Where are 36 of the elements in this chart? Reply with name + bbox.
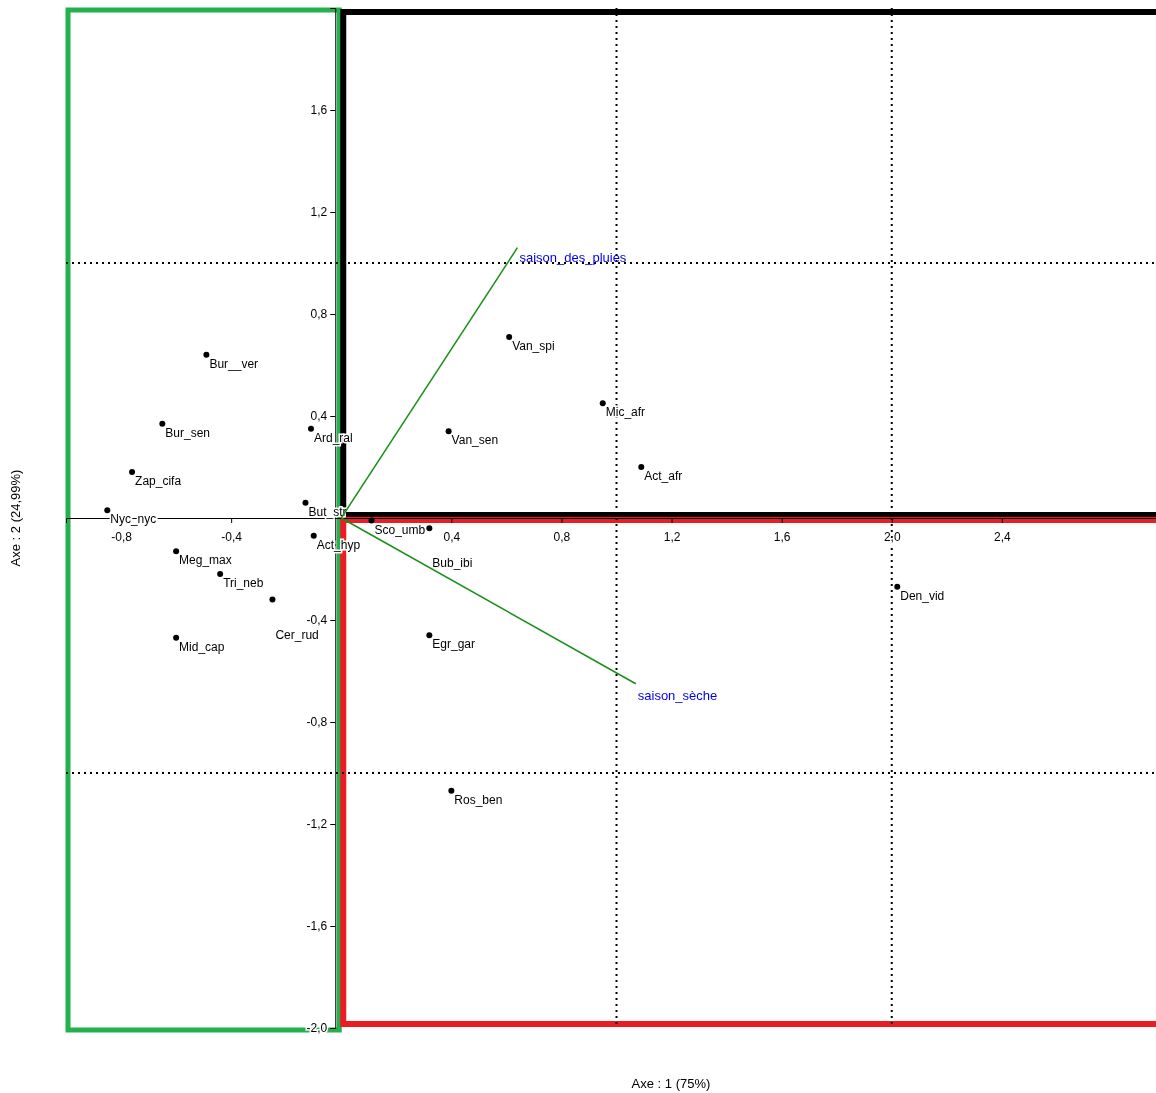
data-label: Meg_max bbox=[179, 553, 232, 568]
x-tick-label: 1,2 bbox=[663, 529, 681, 544]
data-label: Sco_umb bbox=[374, 522, 426, 537]
data-label: Den_vid bbox=[900, 588, 945, 603]
data-label: Cer_rud bbox=[275, 627, 319, 642]
x-tick-label: 0,4 bbox=[443, 529, 461, 544]
y-tick-label: -1,6 bbox=[306, 919, 328, 934]
x-tick-label: 2,0 bbox=[883, 529, 901, 544]
data-label: Egr_gar bbox=[432, 637, 476, 652]
data-label: Zap_cifa bbox=[135, 474, 182, 489]
y-tick-label: 1,2 bbox=[310, 205, 328, 220]
x-tick-label: 0,8 bbox=[553, 529, 571, 544]
data-label: Van_sen bbox=[451, 433, 499, 448]
x-tick-label: -0,4 bbox=[221, 529, 243, 544]
data-label: Mic_afr bbox=[605, 405, 646, 420]
data-label: Mid_cap bbox=[179, 639, 225, 654]
data-label: Tri_neb bbox=[223, 576, 264, 591]
y-tick-label: -0,8 bbox=[306, 715, 328, 730]
annotation: saison_sèche bbox=[637, 687, 718, 703]
data-label: Van_spi bbox=[512, 338, 555, 353]
data-label: Bur_sen bbox=[165, 425, 211, 440]
y-tick-label: 0,8 bbox=[310, 307, 328, 322]
data-label: Bub_ibi bbox=[432, 556, 473, 571]
x-tick-label: 2,4 bbox=[994, 529, 1012, 544]
x-tick-label: -0,8 bbox=[111, 529, 133, 544]
data-label: Ros_ben bbox=[454, 792, 503, 807]
x-axis-title: Axe : 1 (75%) bbox=[631, 1076, 711, 1091]
x-tick-label: 1,6 bbox=[773, 529, 791, 544]
y-tick-label: -1,2 bbox=[306, 817, 328, 832]
annotation: saison_des_pluies bbox=[519, 249, 627, 265]
y-tick-label: -0,4 bbox=[306, 613, 328, 628]
y-tick-label: 0,4 bbox=[310, 409, 328, 424]
y-axis-title: Axe : 2 (24,99%) bbox=[8, 469, 23, 567]
y-tick-label: 1,6 bbox=[310, 103, 328, 118]
data-label: Bur__ver bbox=[209, 356, 259, 371]
data-label: Act_afr bbox=[644, 469, 683, 483]
